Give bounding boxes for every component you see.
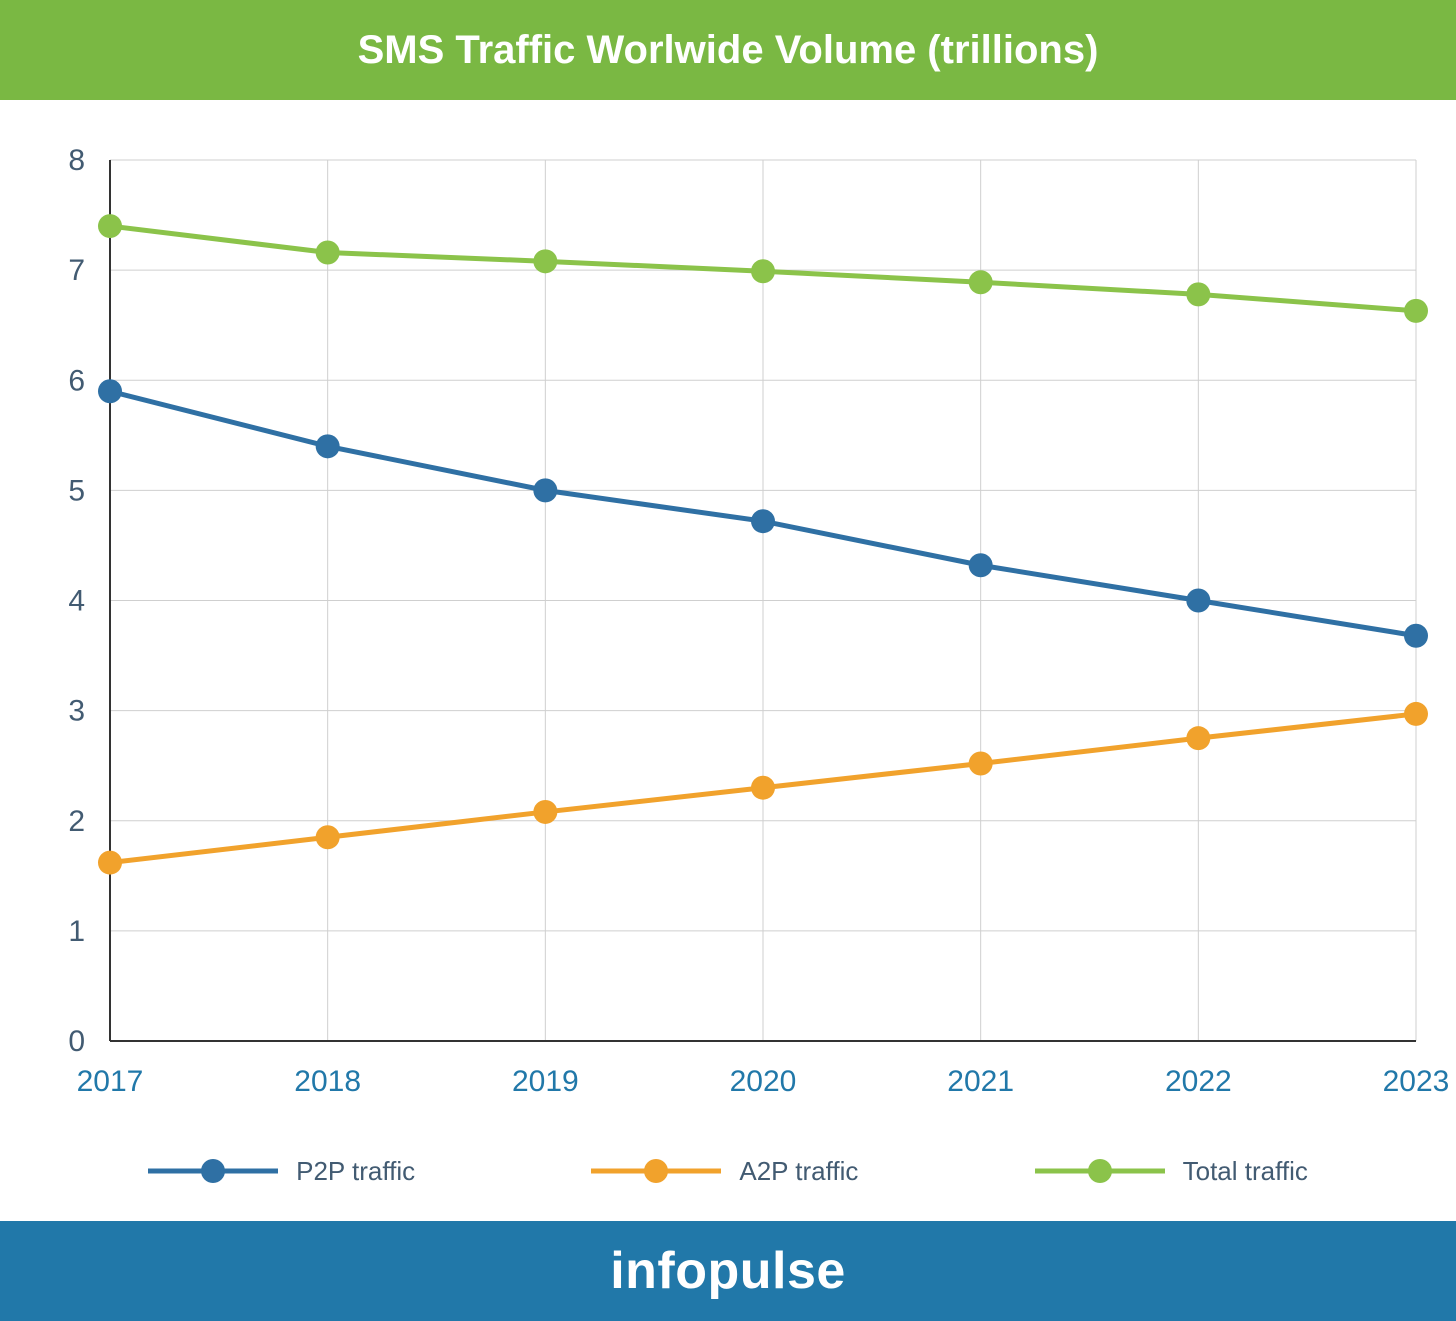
x-tick-label: 2021 [947,1065,1014,1098]
y-tick-label: 2 [68,805,85,838]
series-marker [969,553,993,577]
y-tick-label: 7 [68,254,85,287]
y-tick-label: 0 [68,1025,85,1058]
series-marker [1404,299,1428,323]
chart-title: SMS Traffic Worlwide Volume (trillions) [358,28,1099,73]
x-tick-label: 2020 [730,1065,797,1098]
series-marker [316,241,340,265]
legend-swatch [591,1156,721,1186]
x-tick-label: 2019 [512,1065,579,1098]
series-marker [533,478,557,502]
series-marker [969,270,993,294]
series-marker [751,259,775,283]
series-marker [1186,726,1210,750]
x-tick-label: 2017 [77,1065,144,1098]
chart-card: SMS Traffic Worlwide Volume (trillions) … [0,0,1456,1321]
series-marker [98,214,122,238]
legend-item: Total traffic [1035,1156,1308,1187]
legend-swatch [1035,1156,1165,1186]
y-tick-label: 1 [68,915,85,948]
x-tick-label: 2022 [1165,1065,1232,1098]
series-marker [1404,702,1428,726]
legend-label: P2P traffic [296,1156,415,1187]
y-tick-label: 5 [68,474,85,507]
series-marker [98,851,122,875]
y-tick-label: 6 [68,364,85,397]
footer-brand-text: infopulse [610,1241,846,1301]
series-marker [316,434,340,458]
series-marker [969,751,993,775]
chart-title-bar: SMS Traffic Worlwide Volume (trillions) [0,0,1456,100]
x-tick-label: 2023 [1383,1065,1450,1098]
footer-brand-bar: infopulse [0,1221,1456,1321]
series-marker [751,509,775,533]
legend-label: Total traffic [1183,1156,1308,1187]
series-marker [751,776,775,800]
line-chart-svg: 0 1 2 3 4 5 6 7 8 2017 2018 2019 2020 2021 2022 2023 [0,100,1456,1121]
chart-legend: P2P traffic A2P traffic Total traffic [0,1121,1456,1221]
series-marker [1186,282,1210,306]
y-tick-label: 8 [68,144,85,177]
series-marker [533,800,557,824]
legend-label: A2P traffic [739,1156,858,1187]
y-tick-label: 4 [68,585,85,618]
legend-item: P2P traffic [148,1156,415,1187]
legend-swatch [148,1156,278,1186]
chart-plot-area: 0 1 2 3 4 5 6 7 8 2017 2018 2019 2020 2021 2022 2023 [0,100,1456,1121]
y-tick-label: 3 [68,695,85,728]
series-marker [1186,589,1210,613]
series-marker [98,379,122,403]
legend-item: A2P traffic [591,1156,858,1187]
series-marker [316,825,340,849]
x-tick-label: 2018 [294,1065,361,1098]
series-marker [1404,624,1428,648]
series-marker [533,249,557,273]
